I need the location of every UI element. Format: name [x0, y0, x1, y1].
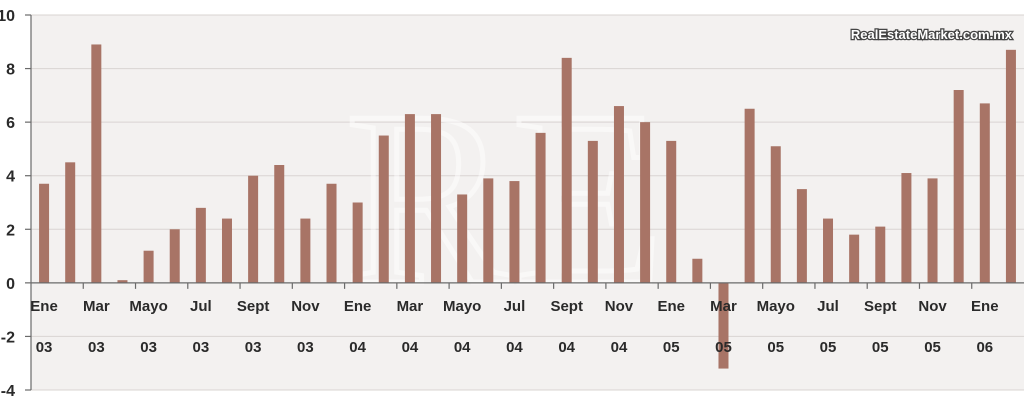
x-tick-label-month: Sept — [237, 298, 270, 315]
bar — [796, 189, 807, 283]
bar — [404, 114, 415, 283]
x-tick-label-year: 04 — [349, 339, 366, 356]
plot-background — [31, 15, 1024, 390]
x-tick-label-year: 04 — [506, 339, 523, 356]
x-tick-label-month: Nov — [605, 298, 634, 315]
bar — [901, 173, 912, 283]
x-tick-label-month: Sept — [864, 298, 897, 315]
x-tick-label-year: 03 — [193, 339, 210, 356]
bar — [117, 280, 128, 283]
bar — [326, 183, 337, 283]
x-tick-label-month: Mar — [710, 298, 737, 315]
y-tick-labels: -4 -2 0 2 4 6 8 10 — [0, 8, 15, 400]
x-tick-label-year: 05 — [820, 339, 837, 356]
x-tick-label-month: Ene — [344, 298, 372, 315]
x-tick-label-year: 05 — [924, 339, 941, 356]
x-tick-label-year: 03 — [36, 339, 53, 356]
bar — [509, 181, 520, 283]
bar — [770, 146, 781, 283]
axes — [25, 14, 1024, 391]
bar — [692, 258, 703, 283]
y-tick-label: 8 — [6, 62, 15, 79]
bars — [39, 44, 1016, 369]
bar — [587, 140, 598, 283]
bar — [378, 135, 389, 283]
bar — [91, 44, 102, 283]
logo-watermark: RE — [343, 58, 667, 340]
x-tick-label-month: Ene — [657, 298, 685, 315]
x-tick-label-month: Jul — [817, 298, 839, 315]
x-tick-label-year: 03 — [88, 339, 105, 356]
bar — [823, 218, 834, 283]
bar — [875, 226, 886, 283]
bar — [1005, 49, 1016, 283]
x-tick-label-month: Mayo — [757, 298, 795, 315]
x-tick-label-month: Nov — [291, 298, 320, 315]
bar — [744, 108, 755, 283]
x-tick-label-year: 04 — [558, 339, 575, 356]
bar — [927, 178, 938, 283]
x-tick-label-year: 05 — [715, 339, 732, 356]
bar — [248, 175, 259, 283]
x-tick-label-year: 04 — [402, 339, 419, 356]
bar — [849, 234, 860, 283]
x-tick-label-year: 05 — [663, 339, 680, 356]
x-tick-label-year: 06 — [976, 339, 993, 356]
x-tick-label-year: 04 — [454, 339, 471, 356]
bar — [431, 114, 442, 283]
x-tick-label-month: Mayo — [129, 298, 167, 315]
bar — [65, 162, 76, 283]
bar — [300, 218, 311, 283]
bar — [640, 122, 651, 283]
x-tick-label-month: Nov — [918, 298, 947, 315]
bar — [718, 282, 729, 369]
bar — [457, 194, 468, 283]
bar — [143, 250, 154, 283]
bar — [535, 132, 546, 283]
y-tick-label: -4 — [1, 383, 15, 400]
x-tick-label-year: 05 — [767, 339, 784, 356]
bar — [352, 202, 363, 283]
x-tick-label-month: Mar — [397, 298, 424, 315]
bar — [169, 229, 180, 283]
bar — [195, 207, 206, 283]
x-tick-labels: Ene 03 Mar 03 Mayo 03 Jul 03 Sept 03 Nov 03 Ene 04 Mar… — [30, 298, 998, 356]
x-tick-label-year: 05 — [872, 339, 889, 356]
x-tick-label-month: Jul — [190, 298, 212, 315]
bar — [274, 165, 285, 283]
x-tick-label-year: 03 — [245, 339, 262, 356]
x-tick-label-month: Sept — [550, 298, 583, 315]
y-tick-label: 2 — [6, 222, 15, 239]
bar — [953, 90, 964, 283]
bar — [39, 183, 50, 283]
site-watermark: RealEstateMarket.com.mx — [851, 27, 1013, 42]
logo-letters: RE — [345, 60, 664, 337]
x-tick-label-month: Mar — [83, 298, 110, 315]
bar — [666, 140, 677, 283]
bar — [979, 103, 990, 283]
x-tick-label-month: Jul — [504, 298, 526, 315]
x-tick-label-month: Ene — [30, 298, 58, 315]
y-tick-label: -2 — [1, 329, 15, 346]
y-tick-label: 0 — [6, 276, 15, 293]
x-tick-label-month: Mayo — [443, 298, 481, 315]
y-tick-label: 10 — [0, 8, 15, 25]
x-tick-label-month: Ene — [971, 298, 999, 315]
x-tick-label-year: 04 — [611, 339, 628, 356]
bar — [561, 57, 572, 283]
bar — [483, 178, 494, 283]
x-tick-label-year: 03 — [140, 339, 157, 356]
y-tick-label: 4 — [6, 169, 15, 186]
y-tick-label: 6 — [6, 115, 15, 132]
bar — [221, 218, 232, 283]
bar — [613, 106, 624, 283]
x-tick-label-year: 03 — [297, 339, 314, 356]
